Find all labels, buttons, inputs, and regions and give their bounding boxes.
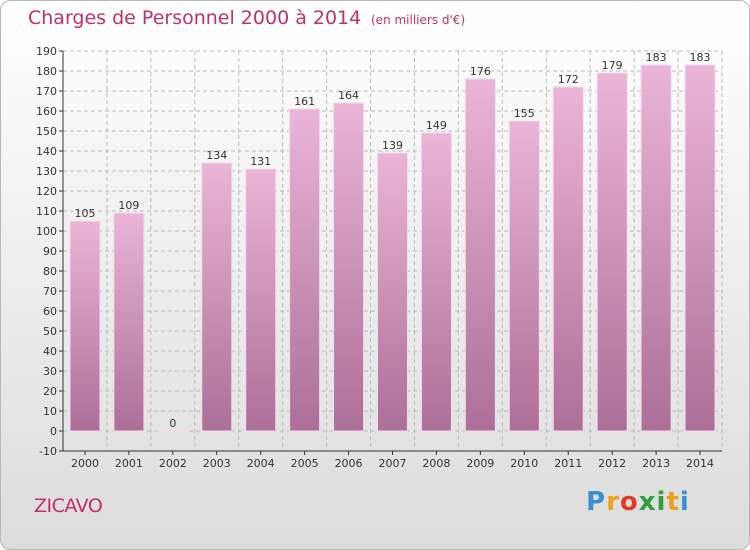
x-tick-label: 2005 bbox=[291, 457, 319, 470]
x-tick-label: 2007 bbox=[379, 457, 407, 470]
data-label-2005: 161 bbox=[294, 95, 315, 108]
x-tick-label: 2014 bbox=[686, 457, 714, 470]
y-tick-label: 40 bbox=[43, 345, 57, 358]
data-labels: 105 109 0 134 131 161 164 139 149 176 155 172 179 183… bbox=[74, 51, 710, 430]
logo-letter: i bbox=[679, 487, 690, 517]
data-label-2006: 164 bbox=[338, 89, 359, 102]
data-label-2013: 183 bbox=[646, 51, 667, 64]
bars bbox=[69, 64, 716, 432]
x-tick-label: 2008 bbox=[422, 457, 450, 470]
y-tick-label: 140 bbox=[36, 145, 57, 158]
x-tick-label: 2013 bbox=[642, 457, 670, 470]
chart-title: Charges de Personnel 2000 à 2014 bbox=[28, 7, 362, 29]
proxiti-logo: Proxiti bbox=[586, 487, 690, 517]
bar-2000 bbox=[69, 220, 101, 432]
y-tick-label: 110 bbox=[36, 205, 57, 218]
bar-2001 bbox=[113, 212, 145, 432]
bar-2006 bbox=[333, 102, 365, 432]
logo-letter: x bbox=[638, 487, 657, 517]
axes: -10 0 10 20 30 40 50 60 70 80 90 100 110 120 130 140 150… bbox=[36, 45, 722, 470]
bar-2005 bbox=[289, 108, 321, 432]
y-tick-label: 100 bbox=[36, 225, 57, 238]
logo-letter: i bbox=[656, 487, 667, 517]
y-tick-label: 80 bbox=[43, 265, 57, 278]
data-label-2007: 139 bbox=[382, 139, 403, 152]
data-label-2008: 149 bbox=[426, 119, 447, 132]
y-tick-label: 180 bbox=[36, 65, 57, 78]
x-tick-label: 2012 bbox=[598, 457, 626, 470]
bar-2012 bbox=[596, 72, 628, 432]
logo-letter: t bbox=[666, 487, 680, 517]
bar-2003 bbox=[201, 162, 233, 432]
data-label-2009: 176 bbox=[470, 65, 491, 78]
y-tick-label: 10 bbox=[43, 405, 57, 418]
data-label-2000: 105 bbox=[74, 207, 95, 220]
y-tick-label: 170 bbox=[36, 85, 57, 98]
bar-2002 bbox=[157, 429, 189, 432]
y-tick-label: 20 bbox=[43, 385, 57, 398]
y-tick-label: 70 bbox=[43, 285, 57, 298]
data-label-2001: 109 bbox=[118, 199, 139, 212]
x-tick-label: 2010 bbox=[510, 457, 538, 470]
commune-name: ZICAVO bbox=[34, 495, 103, 517]
bar-2013 bbox=[640, 64, 672, 432]
x-tick-label: 2001 bbox=[115, 457, 143, 470]
y-tick-label: 150 bbox=[36, 125, 57, 138]
x-tick-label: 2000 bbox=[71, 457, 99, 470]
y-tick-label: 0 bbox=[50, 425, 57, 438]
x-tick-label: 2006 bbox=[335, 457, 363, 470]
data-label-2014: 183 bbox=[690, 51, 711, 64]
y-tick-label: 90 bbox=[43, 245, 57, 258]
data-label-2010: 155 bbox=[514, 107, 535, 120]
y-tick-label: 120 bbox=[36, 185, 57, 198]
logo-letter: r bbox=[606, 487, 620, 517]
bar-2004 bbox=[245, 168, 277, 432]
y-tick-label: -10 bbox=[39, 445, 57, 458]
x-tick-label: 2003 bbox=[203, 457, 231, 470]
bar-2007 bbox=[377, 152, 408, 432]
bar-2011 bbox=[552, 86, 584, 432]
logo-letter: P bbox=[586, 487, 607, 517]
y-tick-label: 30 bbox=[43, 365, 57, 378]
y-tick-label: 160 bbox=[36, 105, 57, 118]
y-tick-label: 130 bbox=[36, 165, 57, 178]
bar-2009 bbox=[464, 78, 496, 432]
chart-subtitle: (en milliers d'€) bbox=[371, 13, 466, 27]
bar-2010 bbox=[508, 120, 540, 432]
x-tick-label: 2009 bbox=[466, 457, 494, 470]
data-label-2002: 0 bbox=[169, 417, 176, 430]
y-tick-label: 60 bbox=[43, 305, 57, 318]
y-tick-label: 190 bbox=[36, 45, 57, 58]
x-tick-label: 2002 bbox=[159, 457, 187, 470]
data-label-2012: 179 bbox=[602, 59, 623, 72]
data-label-2003: 134 bbox=[206, 149, 227, 162]
y-tick-label: 50 bbox=[43, 325, 57, 338]
bar-2008 bbox=[420, 132, 452, 432]
x-tick-label: 2004 bbox=[247, 457, 275, 470]
data-label-2011: 172 bbox=[558, 73, 579, 86]
bar-2014 bbox=[684, 64, 716, 432]
x-tick-label: 2011 bbox=[554, 457, 582, 470]
logo-letter: o bbox=[619, 487, 639, 517]
data-label-2004: 131 bbox=[250, 155, 271, 168]
